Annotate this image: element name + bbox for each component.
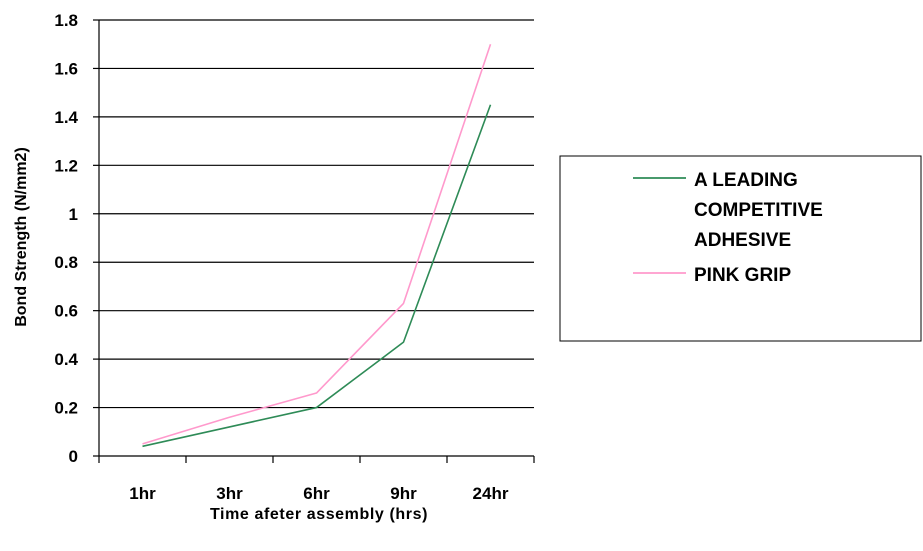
x-tick-label: 24hr (473, 484, 509, 503)
legend-label: PINK GRIP (694, 265, 791, 286)
axes (93, 19, 535, 463)
y-tick-label: 0.6 (54, 302, 78, 321)
legend-label: COMPETITIVE (694, 200, 823, 221)
legend: A LEADING COMPETITIVE ADHESIVE PINK GRIP (559, 155, 922, 342)
y-tick-label: 1.6 (54, 59, 78, 78)
legend-label: A LEADING (694, 170, 798, 191)
x-tick-label: 6hr (303, 484, 330, 503)
y-tick-label: 1.4 (54, 108, 78, 127)
y-tick-label: 1 (69, 205, 78, 224)
series-line-pink-grip (142, 43, 492, 445)
y-tick-labels: 0 0.2 0.4 0.6 0.8 1 1.2 1.4 1.6 1.8 (54, 11, 78, 466)
y-tick-label: 0 (69, 447, 78, 466)
y-tick-label: 0.8 (54, 253, 78, 272)
series-line-competitive-adhesive (142, 104, 492, 448)
y-tick-label: 1.8 (54, 11, 78, 30)
gridlines (99, 19, 534, 409)
legend-box (559, 155, 922, 342)
legend-label: ADHESIVE (694, 230, 791, 251)
x-tick-label: 3hr (216, 484, 243, 503)
y-axis-title: Bond Strength (N/mm2) (13, 147, 30, 327)
y-tick-label: 1.2 (54, 156, 78, 175)
x-tick-label: 9hr (390, 484, 417, 503)
x-tick-label: 1hr (129, 484, 156, 503)
y-tick-label: 0.4 (54, 350, 78, 369)
x-tick-labels: 1hr 3hr 6hr 9hr 24hr (129, 484, 509, 503)
series-lines (142, 43, 492, 448)
x-axis-title: Time afeter assembly (hrs) (210, 506, 428, 523)
y-tick-label: 0.2 (54, 399, 78, 418)
